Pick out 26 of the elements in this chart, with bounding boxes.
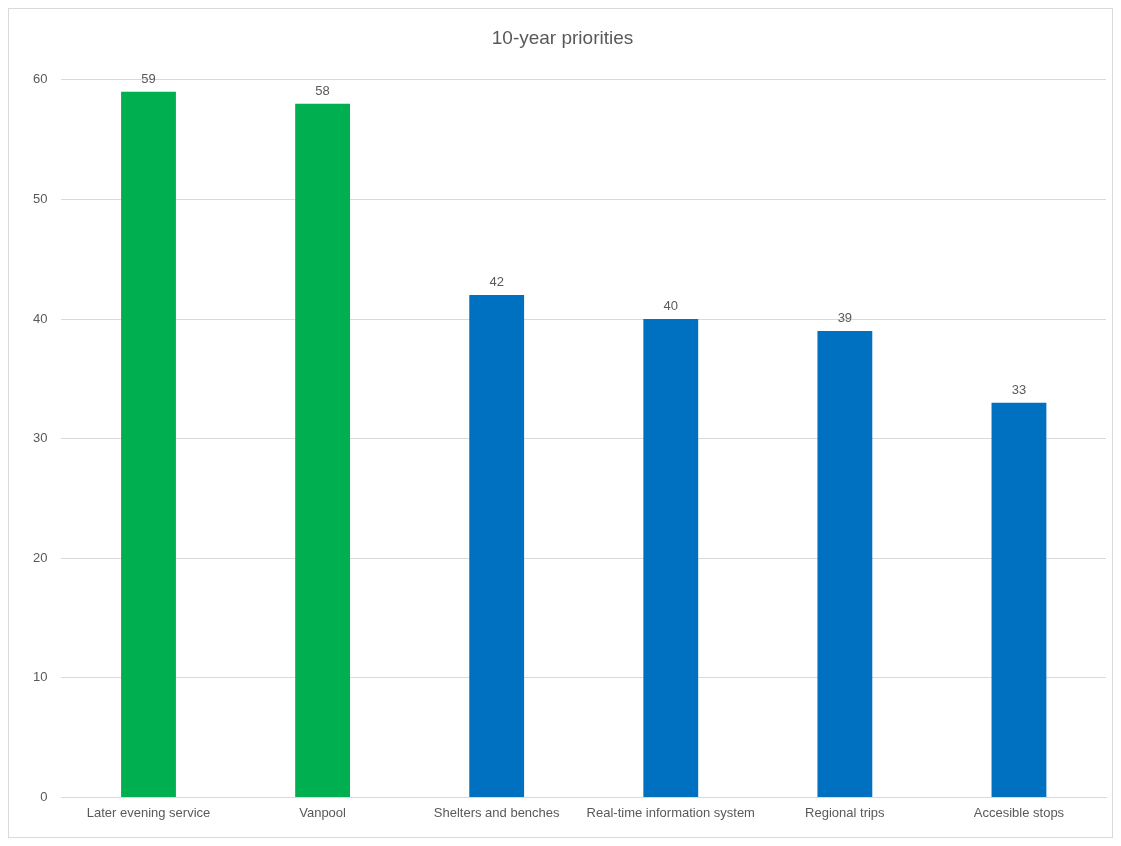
bar xyxy=(295,103,351,797)
y-tick-label: 0 xyxy=(40,788,48,804)
x-tick-label: Vanpool xyxy=(299,804,347,820)
bar xyxy=(643,319,699,797)
y-tick-label: 30 xyxy=(32,430,48,446)
y-tick-label: 40 xyxy=(32,310,48,326)
x-tick-label: Accesible stops xyxy=(973,804,1065,820)
bar xyxy=(817,330,873,797)
bar xyxy=(991,402,1047,797)
data-label: 42 xyxy=(489,274,504,290)
data-label: 59 xyxy=(141,70,156,86)
data-label: 39 xyxy=(837,310,853,326)
y-tick-label: 50 xyxy=(32,190,48,206)
y-tick-label: 20 xyxy=(32,549,48,565)
x-tick-label: Real-time information system xyxy=(586,804,755,820)
data-label: 33 xyxy=(1011,381,1027,397)
bar xyxy=(469,295,525,797)
x-tick-label: Regional trips xyxy=(805,804,886,820)
y-tick-label: 60 xyxy=(32,71,48,87)
chart-title: 10-year priorities xyxy=(491,26,634,48)
data-label: 58 xyxy=(315,82,330,98)
bar xyxy=(121,91,176,797)
data-label: 40 xyxy=(663,298,679,314)
x-tick-label: Later evening service xyxy=(86,804,211,820)
y-tick-label: 10 xyxy=(32,669,48,685)
x-tick-label: Shelters and benches xyxy=(433,804,561,820)
